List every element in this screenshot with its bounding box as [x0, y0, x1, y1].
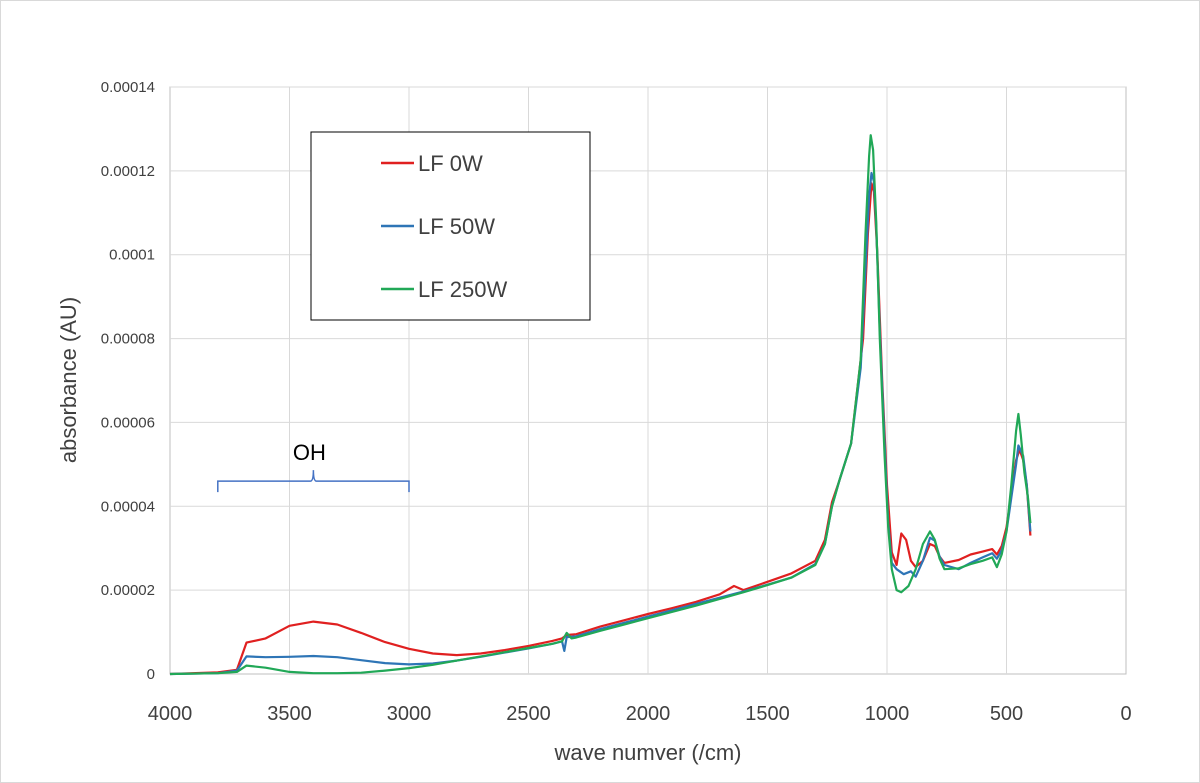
y-tick-label: 0.00012 [101, 163, 155, 180]
legend-label: LF 0W [418, 151, 483, 176]
annotation-label: OH [293, 440, 326, 465]
x-tick-label: 1000 [865, 703, 910, 725]
y-tick-label: 0 [147, 666, 155, 683]
legend-label: LF 250W [418, 277, 507, 302]
y-tick-label: 0.00014 [101, 79, 155, 96]
x-tick-label: 3500 [267, 703, 312, 725]
legend-box [310, 131, 591, 321]
x-tick-label: 500 [990, 703, 1023, 725]
y-tick-label: 0.00002 [101, 582, 155, 599]
x-tick-label: 2000 [626, 703, 671, 725]
x-axis-ticks: 4000 3500 3000 2500 2000 1500 1000 500 0 [148, 703, 1132, 725]
x-tick-label: 4000 [148, 703, 193, 725]
legend-label: LF 50W [418, 214, 495, 239]
x-tick-label: 2500 [506, 703, 551, 725]
series-lines [169, 134, 1032, 676]
series-line-lf-250w [169, 134, 1032, 676]
y-tick-label: 0.00006 [101, 414, 155, 431]
x-tick-label: 1500 [745, 703, 790, 725]
y-axis-ticks: 0 0.00002 0.00004 0.00006 0.00008 0.0001 0.000… [101, 79, 155, 683]
y-tick-label: 0.0001 [109, 247, 155, 264]
x-axis-title: wave numver (/cm) [553, 740, 741, 765]
annotation-bracket [217, 470, 410, 493]
annotations: OH [217, 440, 410, 493]
y-tick-label: 0.00008 [101, 331, 155, 348]
y-axis-title: absorbance (AU) [56, 297, 81, 463]
legend: LF 0W LF 50W LF 250W [310, 131, 591, 321]
x-tick-label: 0 [1120, 703, 1131, 725]
y-tick-label: 0.00004 [101, 498, 155, 515]
x-tick-label: 3000 [387, 703, 432, 725]
